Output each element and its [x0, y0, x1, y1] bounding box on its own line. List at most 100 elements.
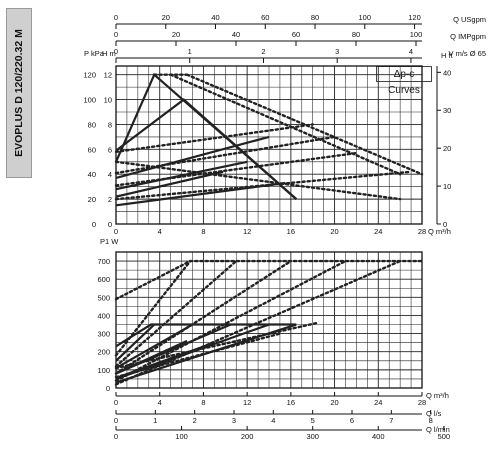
x-tick-label: 0 [114, 227, 118, 236]
y-tick-label-m: 0 [108, 220, 112, 229]
x-tick-label: 24 [374, 227, 382, 236]
bottom-axis-tick-label: 16 [287, 398, 295, 407]
y-tick-label-ft: 30 [443, 106, 451, 115]
y-tick-label-w: 100 [97, 366, 110, 375]
top-axis-tick-label: 60 [261, 13, 269, 22]
bottom-axis-tick-label: 2 [193, 416, 197, 425]
y-tick-label-m: 2 [108, 195, 112, 204]
power-curve-solid [115, 341, 215, 380]
x-tick-label: 28 [418, 227, 426, 236]
y-tick-label-w: 600 [97, 275, 110, 284]
bottom-axis-tick-label: 6 [350, 416, 354, 425]
top-axis-tick-label: 20 [162, 13, 170, 22]
curve-dotted [185, 73, 424, 176]
y-tick-label-kpa: 20 [88, 195, 96, 204]
y-tick-label-ft: 40 [443, 68, 451, 77]
power-curve-solid [115, 323, 156, 362]
top-axis-tick-label: 20 [172, 30, 180, 39]
curve-solid [115, 135, 270, 180]
y-tick-label-m: 12 [104, 71, 112, 80]
top-axis-tick-label: 1 [188, 47, 192, 56]
y-tick-label-kpa: 120 [83, 71, 96, 80]
y-tick-label-w: 500 [97, 293, 110, 302]
plot-frame [115, 251, 423, 389]
bottom-axis-tick-label: 0 [114, 432, 118, 441]
power-curve-dotted [114, 259, 293, 375]
y-tick-label-w: 200 [97, 348, 110, 357]
bottom-axis-tick-label: 300 [306, 432, 319, 441]
y-axis-unit-kpa: P kPa [84, 49, 105, 58]
y-axis-unit-ft: H ft [441, 51, 454, 60]
bottom-axis-tick-label: 28 [418, 398, 426, 407]
bottom-axis-tick-label: 8 [429, 416, 433, 425]
x-tick-label: 4 [158, 227, 162, 236]
power-curve-dotted [114, 259, 347, 382]
bottom-axis-tick-label: 200 [241, 432, 254, 441]
y-tick-label-w: 400 [97, 311, 110, 320]
bottom-axis-tick-label: 12 [243, 398, 251, 407]
y-tick-label-m: 6 [108, 145, 112, 154]
y-axis-unit-m: H m [102, 49, 116, 58]
top-axis-tick-label: 60 [292, 30, 300, 39]
y-tick-label-m: 8 [108, 120, 112, 129]
top-axis-tick-label: 3 [335, 47, 339, 56]
x-tick-label: 16 [287, 227, 295, 236]
model-label-box: EVOPLUS D 120/220.32 M [6, 8, 32, 178]
y-tick-label-kpa: 0 [92, 220, 96, 229]
top-axis-tick-label: 0 [114, 13, 118, 22]
power-curve-solid [115, 323, 297, 384]
bottom-axis-tick-label: 4 [158, 398, 162, 407]
x-tick-label: 8 [201, 227, 205, 236]
top-axis-tick-label: 40 [232, 30, 240, 39]
curve-solid [115, 160, 248, 191]
curve-solid [115, 181, 286, 207]
power-curve-solid [115, 323, 297, 348]
bottom-axis-tick-label: 400 [372, 432, 385, 441]
y-tick-label-w: 0 [106, 384, 110, 393]
bottom-axis-tick-label: 24 [374, 398, 382, 407]
y-tick-label-kpa: 60 [88, 145, 96, 154]
top-axis-tick-label: 4 [409, 47, 413, 56]
power-curve-solid [115, 323, 194, 370]
top-axis-tick-label: 100 [359, 13, 372, 22]
bottom-axis-tick-label: 4 [271, 416, 275, 425]
bottom-axis-label: Q l/s [426, 409, 442, 418]
top-axis-tick-label: 120 [408, 13, 421, 22]
bottom-axis-tick-label: 1 [153, 416, 157, 425]
y-tick-label-ft: 10 [443, 182, 451, 191]
x-tick-label: 20 [330, 227, 338, 236]
y-tick-label-w: 300 [97, 330, 110, 339]
bottom-axis-tick-label: 3 [232, 416, 236, 425]
top-axis-tick-label: 80 [352, 30, 360, 39]
top-axis-tick-label: 2 [261, 47, 265, 56]
top-axis-tick-label: 0 [114, 47, 118, 56]
y-tick-label-kpa: 40 [88, 170, 96, 179]
y-axis-unit-w: P1 W [100, 237, 119, 246]
x-tick-label: 12 [243, 227, 251, 236]
power-curve-dotted [114, 321, 320, 370]
bottom-axis-tick-label: 5 [311, 416, 315, 425]
curve-solid [115, 170, 224, 198]
x-axis-label: Q m³/h [428, 227, 451, 236]
top-axis-tick-label: 40 [211, 13, 219, 22]
y-tick-label-m: 4 [108, 170, 112, 179]
power-curve-dotted [114, 259, 238, 368]
y-tick-label-kpa: 100 [83, 96, 96, 105]
y-tick-label-m: 10 [104, 96, 112, 105]
bottom-axis-tick-label: 500 [438, 432, 451, 441]
top-axis-tick-label: 100 [410, 30, 423, 39]
plot-frame [115, 65, 423, 225]
curve-dotted [114, 160, 402, 201]
power-curve-solid [115, 339, 188, 375]
bottom-axis-tick-label: 7 [389, 416, 393, 425]
top-axis-label: Q USgpm [453, 15, 486, 24]
bottom-axis-label: Q m³/h [426, 391, 449, 400]
curve-dotted [114, 123, 314, 154]
bottom-axis-tick-label: 20 [330, 398, 338, 407]
y-tick-label-ft: 0 [443, 220, 447, 229]
bottom-axis-label: Q l/min [426, 425, 450, 434]
bottom-axis-tick-label: 8 [201, 398, 205, 407]
top-axis-label: Q IMPgpm [450, 32, 486, 41]
bottom-axis-tick-label: 0 [114, 416, 118, 425]
